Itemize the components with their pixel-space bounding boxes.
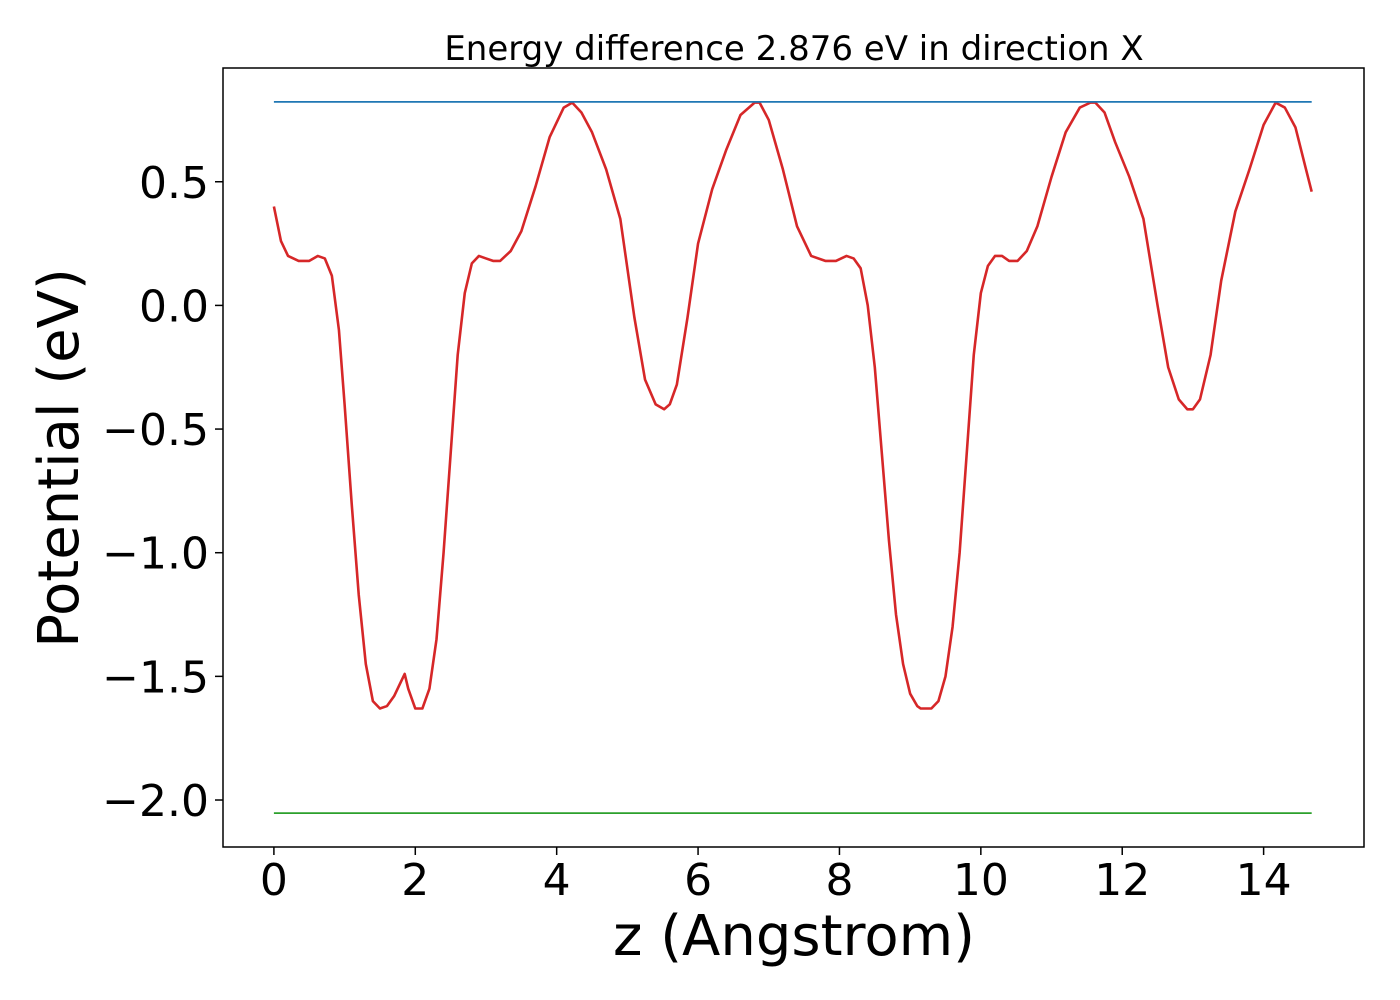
y-tick-label: −1.5 — [102, 652, 209, 703]
x-tick-label: 10 — [953, 855, 1009, 906]
y-axis-label: Potential (eV) — [27, 268, 92, 648]
x-axis-label: z (Angstrom) — [613, 904, 975, 969]
x-tick-label: 14 — [1236, 855, 1292, 906]
x-tick-label: 2 — [401, 855, 429, 906]
y-tick-label: 0.0 — [139, 281, 209, 332]
x-tick-label: 8 — [825, 855, 853, 906]
y-tick-label: −0.5 — [102, 405, 209, 456]
x-tick-label: 12 — [1094, 855, 1150, 906]
plot-frame — [222, 67, 1365, 848]
x-axis: 0 2 4 6 8 10 12 14 — [260, 847, 1292, 906]
x-tick-label: 0 — [260, 855, 288, 906]
x-tick-label: 6 — [684, 855, 712, 906]
y-tick-label: 0.5 — [139, 158, 209, 209]
chart-title: Energy difference 2.876 eV in direction … — [444, 29, 1143, 69]
y-tick-label: −2.0 — [102, 776, 209, 827]
y-axis: 0.5 0.0 −0.5 −1.0 −1.5 −2.0 — [102, 158, 223, 827]
y-tick-label: −1.0 — [102, 529, 209, 580]
potential-curve — [272, 101, 1313, 710]
x-tick-label: 4 — [543, 855, 571, 906]
